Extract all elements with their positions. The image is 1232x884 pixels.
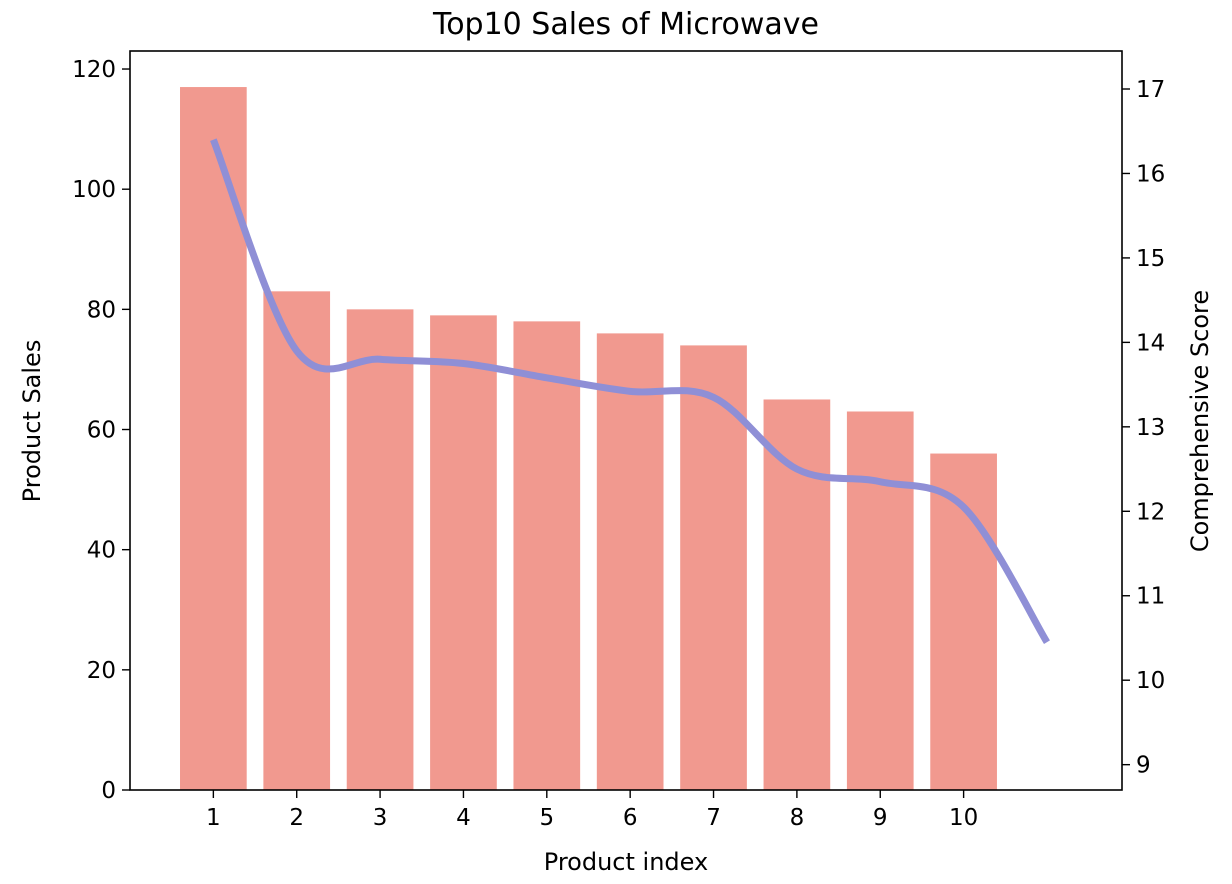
bar-2 bbox=[263, 291, 331, 790]
x-tick-label-5: 5 bbox=[539, 805, 554, 831]
y-tick-label-0: 0 bbox=[101, 778, 116, 804]
y-tick-label-100: 100 bbox=[72, 177, 116, 203]
chart-title: Top10 Sales of Microwave bbox=[432, 7, 819, 42]
x-tick-label-9: 9 bbox=[873, 805, 888, 831]
x-tick-label-8: 8 bbox=[790, 805, 805, 831]
x-tick-label-6: 6 bbox=[623, 805, 638, 831]
y2-tick-label-11: 11 bbox=[1136, 584, 1165, 610]
y2-tick-label-13: 13 bbox=[1136, 415, 1165, 441]
bar-9 bbox=[846, 411, 914, 790]
y2-tick-label-9: 9 bbox=[1136, 753, 1151, 779]
y-axis-label: Product Sales bbox=[18, 340, 46, 503]
x-axis-label: Product index bbox=[544, 848, 708, 876]
bar-3 bbox=[346, 309, 414, 790]
y-tick-label-20: 20 bbox=[87, 658, 116, 684]
plot-frame bbox=[129, 50, 1123, 791]
score-line-group bbox=[210, 138, 1050, 645]
x-tick-label-3: 3 bbox=[373, 805, 388, 831]
y-tick-label-80: 80 bbox=[87, 297, 116, 323]
y2-tick-label-10: 10 bbox=[1136, 668, 1165, 694]
bars-group bbox=[180, 87, 997, 791]
y2-tick-label-14: 14 bbox=[1136, 330, 1165, 356]
y-tick-label-60: 60 bbox=[87, 418, 116, 444]
y-tick-label-40: 40 bbox=[87, 538, 116, 564]
x-tick-label-10: 10 bbox=[949, 805, 978, 831]
bar-4 bbox=[430, 315, 497, 790]
score-line bbox=[210, 138, 1050, 645]
bar-5 bbox=[513, 321, 581, 790]
x-tick-label-7: 7 bbox=[706, 805, 721, 831]
y2-axis-label: Comprehensive Score bbox=[1186, 290, 1214, 552]
bar-8 bbox=[763, 399, 831, 790]
y2-tick-label-17: 17 bbox=[1136, 77, 1165, 103]
x-tick-label-4: 4 bbox=[456, 805, 471, 831]
x-tick-label-1: 1 bbox=[206, 805, 221, 831]
y2-tick-label-15: 15 bbox=[1136, 246, 1165, 272]
y2-tick-label-16: 16 bbox=[1136, 161, 1165, 187]
y-tick-label-120: 120 bbox=[72, 57, 116, 83]
y2-tick-label-12: 12 bbox=[1136, 499, 1165, 525]
x-tick-label-2: 2 bbox=[289, 805, 304, 831]
bar-7 bbox=[680, 345, 747, 790]
bar-1 bbox=[180, 87, 247, 791]
bar-6 bbox=[596, 333, 664, 790]
